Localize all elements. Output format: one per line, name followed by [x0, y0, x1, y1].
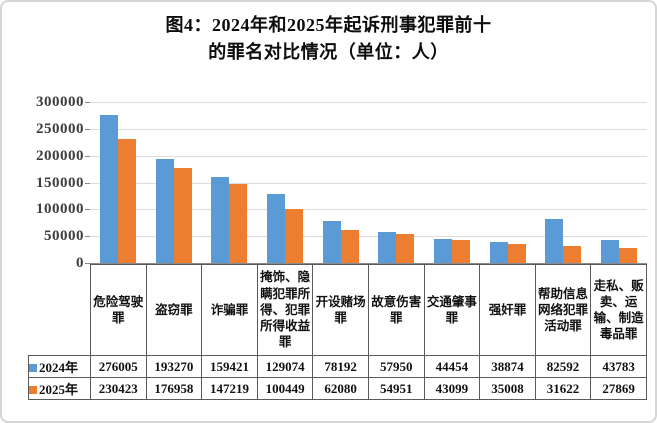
bar-2024年-c4	[322, 221, 341, 263]
data-table: 危险驾驶罪 盗窃罪 诈骗罪 掩饰、隐瞒犯罪所得、犯罪所得收益罪 开设赌场罪 故意伤害罪 交通…	[28, 264, 647, 400]
bar-2024年-c3	[266, 193, 285, 263]
bar-2024年-c7	[489, 242, 508, 263]
bar-2024年-c6	[434, 239, 453, 263]
category-label-c2: 诈骗罪	[201, 264, 258, 356]
bar-2025年-c4	[340, 229, 359, 263]
value-cell-2025年-c2: 147219	[201, 377, 258, 400]
gridline	[90, 128, 647, 130]
value-cell-2024年-c9: 43783	[590, 355, 647, 378]
bar-2025年-c5	[396, 233, 415, 263]
chart-title-line2: 的罪名对比情况（单位：人）	[208, 42, 449, 62]
y-axis-label: 200000	[36, 147, 84, 164]
bar-2024年-c8	[545, 218, 564, 263]
category-header-row: 危险驾驶罪 盗窃罪 诈骗罪 掩饰、隐瞒犯罪所得、犯罪所得收益罪 开设赌场罪 故意伤害罪 交通…	[29, 264, 647, 356]
value-cell-2024年-c2: 159421	[201, 355, 258, 378]
y-axis-tick	[85, 182, 90, 184]
gridline	[90, 182, 647, 184]
y-axis-label: 300000	[36, 94, 84, 110]
bar-2024年-c9	[601, 239, 620, 263]
x-axis-line	[90, 263, 647, 264]
bar-2025年-c7	[507, 244, 526, 263]
legend-cell-2025年: 2025年	[28, 377, 91, 400]
bar-2025年-c9	[619, 248, 638, 263]
bar-2024年-c5	[378, 231, 397, 263]
legend-swatch-2025年	[29, 386, 37, 395]
gridline	[90, 155, 647, 157]
gridline	[90, 102, 647, 103]
y-axis-label: 100000	[36, 201, 84, 218]
legend-swatch-2024年	[29, 364, 37, 373]
legend-cell-2024年: 2024年	[28, 355, 91, 378]
bar-2024年-c1	[155, 159, 174, 263]
y-axis-tick	[85, 128, 90, 130]
category-label-c8: 帮助信息网络犯罪活动罪	[534, 264, 592, 356]
category-label-c7: 强奸罪	[479, 264, 536, 356]
bar-2025年-c6	[452, 239, 471, 263]
value-cell-2024年-c5: 57950	[367, 355, 425, 378]
value-cell-2025年-c1: 176958	[145, 377, 203, 400]
bar-2025年-c2	[229, 183, 248, 263]
y-axis-label: 50000	[44, 228, 84, 245]
category-label-c5: 故意伤害罪	[367, 264, 425, 356]
value-cell-2024年-c0: 276005	[90, 355, 147, 378]
y-axis-tick	[85, 236, 90, 238]
y-axis-label: 150000	[36, 174, 84, 191]
category-label-c0: 危险驾驶罪	[90, 264, 147, 356]
bar-2024年-c0	[99, 114, 118, 263]
y-axis-tick	[85, 263, 90, 264]
y-axis-tick	[85, 155, 90, 157]
bar-2025年-c0	[117, 139, 136, 263]
table-corner-spacer	[29, 265, 91, 356]
category-label-c1: 盗窃罪	[145, 264, 203, 356]
category-label-c6: 交通肇事罪	[423, 264, 481, 356]
value-cell-2024年-c7: 38874	[479, 355, 536, 378]
value-cell-2024年-c3: 129074	[256, 355, 314, 378]
value-cell-2024年-c1: 193270	[145, 355, 203, 378]
value-cell-2025年-c6: 43099	[423, 377, 481, 400]
gridline	[90, 209, 647, 211]
gridline	[90, 236, 647, 238]
chart-title-line1: 图4：2024年和2025年起诉刑事犯罪前十	[165, 15, 492, 35]
category-label-c9: 走私、贩卖、运输、制造毒品罪	[590, 264, 647, 356]
bar-2025年-c3	[284, 209, 303, 263]
y-axis-tick	[85, 102, 90, 103]
table-row-2024年: 2024年 276005 193270 159421 129074 78192 57950 4…	[28, 355, 647, 378]
category-label-c4: 开设赌场罪	[312, 264, 369, 356]
value-cell-2024年-c4: 78192	[312, 355, 369, 378]
bar-2025年-c1	[173, 168, 192, 263]
value-cell-2025年-c9: 27869	[590, 377, 647, 400]
value-cell-2025年-c7: 35008	[479, 377, 536, 400]
chart-title: 图4：2024年和2025年起诉刑事犯罪前十 的罪名对比情况（单位：人）	[2, 12, 655, 66]
value-cell-2025年-c0: 230423	[90, 377, 147, 400]
y-axis-label: 250000	[36, 120, 84, 137]
bar-2025年-c8	[563, 246, 582, 263]
value-cell-2024年-c6: 44454	[423, 355, 481, 378]
value-cell-2025年-c3: 100449	[256, 377, 314, 400]
value-cell-2025年-c4: 62080	[312, 377, 369, 400]
table-row-2025年: 2025年 230423 176958 147219 100449 62080 54951 4…	[28, 377, 647, 400]
value-cell-2025年-c8: 31622	[534, 377, 592, 400]
bar-2024年-c2	[211, 177, 230, 263]
value-cell-2024年-c8: 82592	[534, 355, 592, 378]
legend-label-2024年: 2024年	[39, 360, 79, 375]
category-label-c3: 掩饰、隐瞒犯罪所得、犯罪所得收益罪	[256, 264, 314, 356]
legend-label-2025年: 2025年	[39, 382, 79, 397]
value-cell-2025年-c5: 54951	[367, 377, 425, 400]
y-axis-tick	[85, 209, 90, 211]
y-axis-label: 0	[76, 255, 84, 271]
